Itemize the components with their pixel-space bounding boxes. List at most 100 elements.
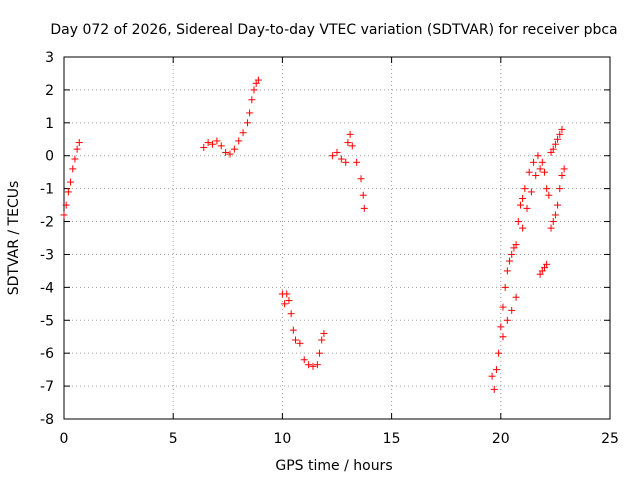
data-point [283,290,291,298]
data-point [492,366,500,374]
data-point [337,155,345,163]
data-point [543,185,551,193]
data-point [554,135,562,143]
data-point [551,211,559,219]
data-point [540,168,548,176]
data-point [309,362,317,370]
data-point [289,326,297,334]
data-point [333,148,341,156]
data-point [230,145,238,153]
data-point [501,283,509,291]
data-point [348,142,356,150]
y-axis-label: SDTVAR / TECUs [6,181,22,296]
data-point [499,303,507,311]
x-tick-label: 20 [492,431,510,447]
data-point [490,385,498,393]
data-point [549,218,557,226]
data-point [300,356,308,364]
data-point [508,250,516,258]
data-point [551,140,559,148]
data-point [538,158,546,166]
data-point [243,119,251,127]
data-point [64,188,72,196]
x-tick-label: 10 [273,431,291,447]
data-point [217,142,225,150]
y-tick-label: 1 [45,116,54,132]
data-point [213,137,221,145]
x-tick-label: 25 [601,431,619,447]
y-tick-label: -1 [40,182,54,198]
data-point [536,165,544,173]
data-point [344,139,352,147]
y-tick-label: -3 [40,247,54,263]
data-point [506,257,514,265]
data-point [558,125,566,133]
y-tick-label: -8 [40,412,54,428]
data-point [523,204,531,212]
data-point [67,178,75,186]
plot-frame [63,56,611,420]
data-point [69,165,77,173]
data-point [556,130,564,138]
data-point [512,293,520,301]
data-point [235,137,243,145]
data-point [503,316,511,324]
data-point [556,185,564,193]
data-point [60,211,68,219]
data-point [250,86,258,94]
x-tick-label: 0 [60,431,69,447]
data-point [200,144,208,151]
data-point [558,171,566,179]
y-tick-label: -6 [40,346,54,362]
data-point [320,329,328,337]
data-point [239,129,247,137]
data-point [519,195,527,203]
data-point [296,339,304,347]
data-point [226,150,234,158]
data-point [488,372,496,380]
data-point [204,139,212,147]
data-point [554,201,562,209]
data-point [525,168,533,176]
x-tick-label: 5 [169,431,178,447]
data-point [285,297,293,305]
data-point [254,76,262,84]
data-point [329,152,337,160]
data-point [499,333,507,341]
x-axis-label: GPS time / hours [275,458,392,474]
data-point [360,204,368,212]
data-point [503,267,511,275]
data-point [497,323,505,331]
data-point [75,139,83,147]
data-point [560,165,568,173]
data-point [514,218,522,226]
data-point [305,361,313,369]
data-point [495,349,503,357]
data-point [512,241,520,249]
data-point [543,260,551,268]
chart-title: Day 072 of 2026, Sidereal Day-to-day VTE… [50,22,617,38]
data-point [246,109,254,117]
grid [64,57,610,419]
data-point [342,158,350,166]
y-tick-label: -2 [40,215,54,231]
y-tick-label: -7 [40,379,54,395]
y-tick-label: 0 [45,149,54,165]
data-point [318,336,326,344]
y-tick-label: 2 [45,83,54,99]
data-point [521,185,529,193]
data-point [527,188,535,196]
y-tick-label: 3 [45,50,54,66]
x-tick-label: 15 [383,431,401,447]
data-point [532,171,540,179]
y-tick-label: -4 [40,280,54,296]
data-point [281,300,289,308]
y-tick-label: -5 [40,313,54,329]
data-point [316,349,324,357]
data-point [353,158,361,166]
data-point [287,310,295,318]
data-point [209,140,217,148]
data-point [73,145,81,153]
